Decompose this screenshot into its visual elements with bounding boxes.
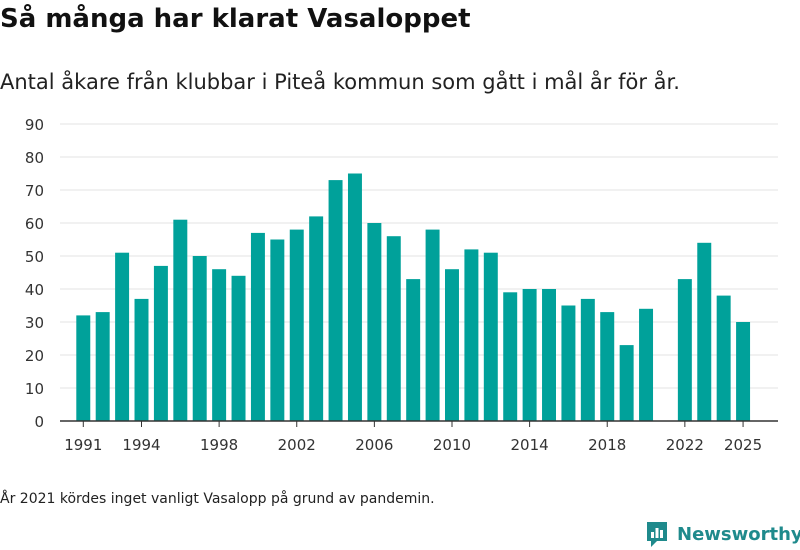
bar[interactable] — [464, 249, 479, 421]
bar[interactable] — [445, 269, 459, 421]
newsworthy-logo[interactable]: Newsworthy — [645, 519, 800, 549]
y-tick-label: 20 — [25, 347, 44, 365]
bar[interactable] — [542, 289, 557, 421]
x-tick-label: 2002 — [278, 436, 316, 454]
bar[interactable] — [212, 269, 227, 421]
bar[interactable] — [483, 252, 498, 421]
x-tick-label: 2018 — [588, 436, 626, 454]
bar[interactable] — [697, 242, 712, 421]
chart-subtitle: Antal åkare från klubbar i Piteå kommun … — [0, 70, 680, 94]
bar-chart: 0 10 20 30 40 50 60 70 80 90 1991 1994 1998 2002 2006 2… — [25, 116, 778, 454]
x-tick-label: 1998 — [200, 436, 238, 454]
bar[interactable] — [367, 223, 382, 421]
y-tick-label: 50 — [25, 248, 44, 266]
bar[interactable] — [580, 298, 595, 421]
footnote: År 2021 kördes inget vanligt Vasalopp på… — [0, 491, 435, 507]
bar[interactable] — [115, 252, 130, 421]
axes: 0 10 20 30 40 50 60 70 80 90 1991 1994 1998 2002 2006 2… — [25, 116, 778, 454]
bar[interactable] — [677, 279, 692, 421]
bar[interactable] — [639, 308, 654, 421]
bar[interactable] — [503, 292, 518, 421]
bar[interactable] — [289, 229, 304, 421]
x-tick-label: 1994 — [122, 436, 160, 454]
bar[interactable] — [561, 305, 576, 422]
y-tick-label: 80 — [25, 149, 44, 167]
bar[interactable] — [309, 216, 324, 421]
bar[interactable] — [716, 295, 731, 421]
bar[interactable] — [736, 322, 751, 421]
bar[interactable] — [95, 312, 110, 421]
y-tick-label: 90 — [25, 116, 44, 134]
y-tick-label: 40 — [25, 281, 44, 299]
brand-name: Newsworthy — [677, 523, 800, 545]
bar[interactable] — [134, 298, 149, 421]
bar[interactable] — [270, 239, 285, 422]
bar[interactable] — [619, 345, 634, 421]
bars — [76, 173, 751, 422]
bar[interactable] — [406, 279, 421, 421]
bar[interactable] — [173, 219, 188, 421]
bar[interactable] — [386, 236, 401, 421]
bar[interactable] — [328, 180, 343, 421]
bar[interactable] — [425, 229, 440, 421]
bar[interactable] — [153, 265, 168, 421]
y-tick-label: 30 — [25, 314, 44, 332]
x-tick-label: 2010 — [433, 436, 471, 454]
x-tick-label: 2006 — [355, 436, 393, 454]
bar[interactable] — [192, 256, 207, 421]
x-tick-label: 2025 — [724, 436, 762, 454]
bar-chart-chat-icon — [647, 522, 667, 547]
x-tick-label: 1991 — [64, 436, 102, 454]
y-tick-label: 10 — [25, 380, 44, 398]
bar[interactable] — [522, 289, 537, 421]
chart-title: Så många har klarat Vasaloppet — [0, 4, 471, 34]
y-tick-label: 0 — [34, 413, 44, 431]
x-tick-label: 2014 — [511, 436, 549, 454]
y-tick-label: 70 — [25, 182, 44, 200]
bar[interactable] — [76, 315, 91, 421]
bar[interactable] — [250, 232, 265, 421]
x-tick-label: 2022 — [666, 436, 704, 454]
y-tick-label: 60 — [25, 215, 44, 233]
bar[interactable] — [231, 275, 246, 421]
bar[interactable] — [347, 173, 362, 422]
bar[interactable] — [600, 312, 615, 421]
